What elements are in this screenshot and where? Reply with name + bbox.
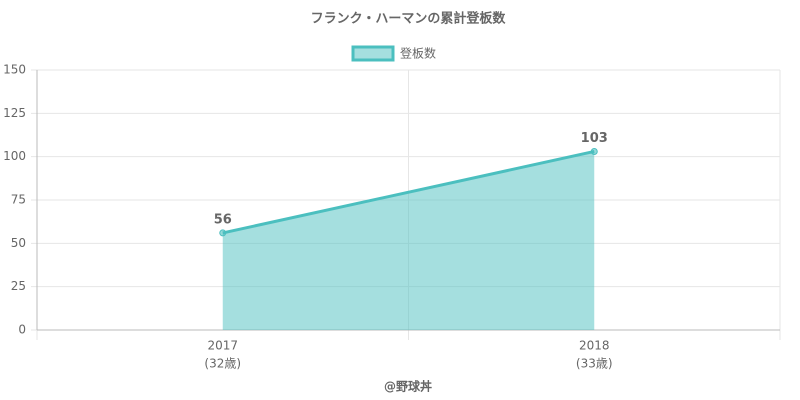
- chart-title: フランク・ハーマンの累計登板数: [311, 11, 507, 27]
- y-tick-label: 150: [3, 63, 26, 77]
- area: [222, 151, 595, 330]
- legend-label: 登板数: [400, 46, 436, 61]
- point: [219, 229, 227, 237]
- value-label: 103: [581, 131, 608, 146]
- x-tick-sublabel: (33歳): [576, 357, 613, 371]
- y-tick-label: 50: [11, 236, 26, 250]
- legend-swatch: [351, 45, 395, 62]
- y-tick-label: 100: [3, 149, 26, 163]
- x-tick-label: 2017: [207, 339, 238, 353]
- value-label: 56: [214, 212, 232, 227]
- point: [590, 147, 598, 155]
- y-tick-label: 0: [18, 323, 26, 337]
- y-tick-label: 75: [11, 193, 26, 207]
- line: [222, 150, 595, 235]
- x-tick-label: 2018: [579, 339, 610, 353]
- y-tick-label: 125: [3, 106, 26, 120]
- footer: @野球丼: [384, 379, 432, 394]
- y-tick-label: 25: [11, 279, 26, 293]
- x-tick-sublabel: (32歳): [204, 357, 241, 371]
